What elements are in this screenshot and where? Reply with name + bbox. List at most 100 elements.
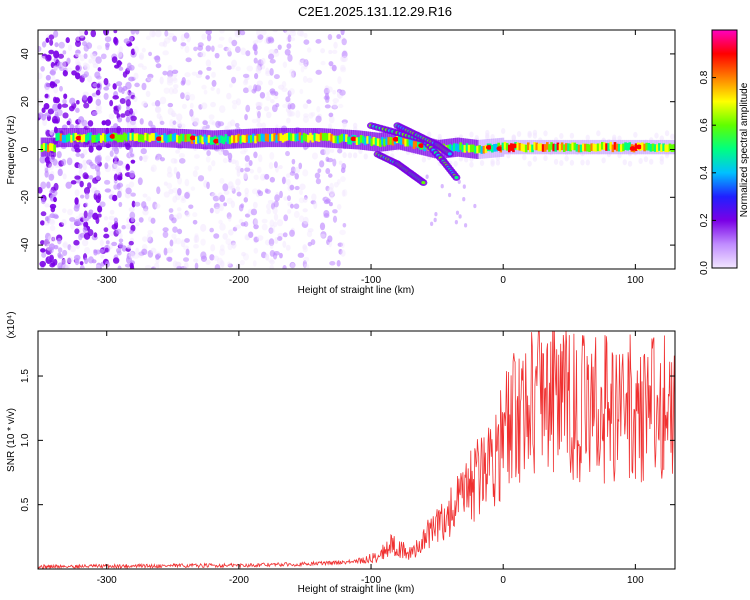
- heatmap-halo-cell: [664, 130, 670, 137]
- heatmap-noise-cell: [65, 263, 71, 269]
- heatmap-ridge-core: [501, 142, 505, 151]
- heatmap-noise-cell: [226, 92, 232, 100]
- heatmap-noise-cell: [323, 148, 330, 156]
- heatmap-noise-cell: [185, 94, 190, 101]
- heatmap-halo-cell: [543, 155, 548, 162]
- heatmap-noise-cell: [267, 37, 275, 44]
- heatmap-noise-cell: [91, 259, 97, 264]
- heatmap-noise-cell: [212, 195, 220, 202]
- heatmap-ridge-core: [118, 134, 122, 143]
- heatmap-noise-cell: [320, 60, 326, 66]
- heatmap-ridge-core: [209, 137, 213, 145]
- heatmap-noise-cell: [298, 215, 305, 223]
- heatmap-noise-cell: [117, 50, 123, 58]
- heatmap-ridge-core: [645, 142, 648, 151]
- heatmap-noise-cell: [175, 149, 181, 154]
- snr-x-tick-label: -200: [229, 575, 249, 586]
- heatmap-noise-cell: [214, 52, 220, 59]
- heatmap-tail-cell: [454, 219, 458, 225]
- heatmap-noise-cell: [243, 197, 249, 203]
- heatmap-ridge-core: [300, 135, 304, 143]
- heatmap-noise-cell: [332, 101, 338, 109]
- heatmap-branch-core: [454, 175, 459, 180]
- heatmap-ridge-core: [510, 143, 513, 151]
- heatmap-noise-cell: [231, 242, 237, 250]
- heatmap-noise-cell: [130, 48, 136, 56]
- heatmap-noise-cell: [96, 154, 102, 163]
- heatmap-halo-cell: [490, 158, 495, 165]
- heatmap-noise-cell: [73, 239, 80, 246]
- heatmap-x-tick-label: -200: [229, 275, 249, 286]
- heatmap-ridge-core: [218, 135, 221, 143]
- heatmap-noise-cell: [205, 155, 211, 163]
- heatmap-noise-cell: [68, 105, 75, 112]
- heatmap-noise-cell: [286, 43, 292, 49]
- heatmap-halo-cell: [638, 157, 643, 164]
- heatmap-noise-cell: [336, 179, 341, 185]
- heatmap-noise-cell: [45, 37, 50, 43]
- heatmap-noise-cell: [244, 213, 251, 218]
- heatmap-noise-cell: [56, 150, 62, 159]
- heatmap-ridge-core: [605, 143, 608, 151]
- heatmap-noise-cell: [308, 112, 314, 119]
- heatmap-noise-cell: [258, 154, 263, 163]
- heatmap-ridge-core: [133, 133, 137, 142]
- heatmap-noise-cell: [236, 191, 242, 197]
- heatmap-noise-cell: [65, 37, 70, 44]
- heatmap-noise-cell: [148, 120, 153, 127]
- heatmap-noise-cell: [285, 244, 291, 251]
- heatmap-halo-cell: [527, 160, 532, 167]
- heatmap-noise-cell: [290, 30, 296, 34]
- heatmap-noise-cell: [75, 65, 80, 71]
- heatmap-noise-cell: [248, 159, 253, 167]
- heatmap-noise-cell: [264, 173, 270, 180]
- heatmap-noise-cell: [340, 167, 346, 174]
- heatmap-ridge-core: [72, 133, 75, 141]
- heatmap-noise-cell: [302, 260, 307, 268]
- heatmap-noise-cell: [203, 89, 208, 95]
- heatmap-noise-cell: [168, 208, 174, 213]
- heatmap-noise-cell: [121, 87, 125, 95]
- heatmap-noise-cell: [53, 83, 58, 88]
- heatmap-noise-cell: [69, 221, 75, 230]
- heatmap-noise-cell: [111, 241, 118, 247]
- colorbar-tick-label: 0.0: [699, 261, 710, 275]
- heatmap-halo-cell: [485, 134, 490, 141]
- heatmap-noise-cell: [244, 113, 248, 121]
- heatmap-noise-cell: [144, 265, 152, 269]
- heatmap-noise-cell: [69, 97, 76, 105]
- heatmap-halo-cell: [479, 160, 485, 167]
- heatmap-halo-cell: [532, 155, 538, 162]
- heatmap-ridge-core: [89, 132, 92, 140]
- heatmap-noise-cell: [172, 187, 179, 194]
- heatmap-ridge-core: [271, 133, 274, 142]
- heatmap-noise-cell: [146, 196, 152, 202]
- heatmap-noise-cell: [53, 50, 60, 59]
- heatmap-noise-cell: [87, 229, 94, 237]
- heatmap-noise-cell: [243, 147, 248, 153]
- heatmap-noise-cell: [287, 54, 293, 62]
- heatmap-noise-cell: [93, 232, 98, 238]
- heatmap-noise-cell: [234, 122, 240, 128]
- heatmap-noise-cell: [95, 216, 100, 224]
- heatmap-noise-cell: [104, 119, 112, 127]
- heatmap-ridge-core: [516, 142, 520, 151]
- heatmap-ridge-core: [484, 145, 488, 153]
- heatmap-noise-cell: [260, 30, 267, 36]
- heatmap-noise-cell: [178, 153, 186, 158]
- heatmap-noise-cell: [40, 181, 47, 189]
- heatmap-ridge-core: [575, 144, 579, 152]
- heatmap-noise-cell: [128, 64, 135, 71]
- heatmap-noise-cell: [227, 263, 234, 268]
- heatmap-noise-cell: [244, 187, 249, 195]
- heatmap-noise-cell: [277, 236, 283, 242]
- heatmap-ridge-core: [207, 135, 211, 143]
- heatmap-noise-cell: [97, 213, 102, 218]
- heatmap-tail-cell: [425, 174, 429, 179]
- heatmap-noise-cell: [192, 219, 198, 225]
- heatmap-noise-cell: [268, 162, 274, 170]
- heatmap-noise-cell: [128, 240, 134, 246]
- heatmap-noise-cell: [171, 217, 177, 224]
- heatmap-noise-cell: [154, 203, 161, 209]
- heatmap-noise-cell: [269, 219, 275, 227]
